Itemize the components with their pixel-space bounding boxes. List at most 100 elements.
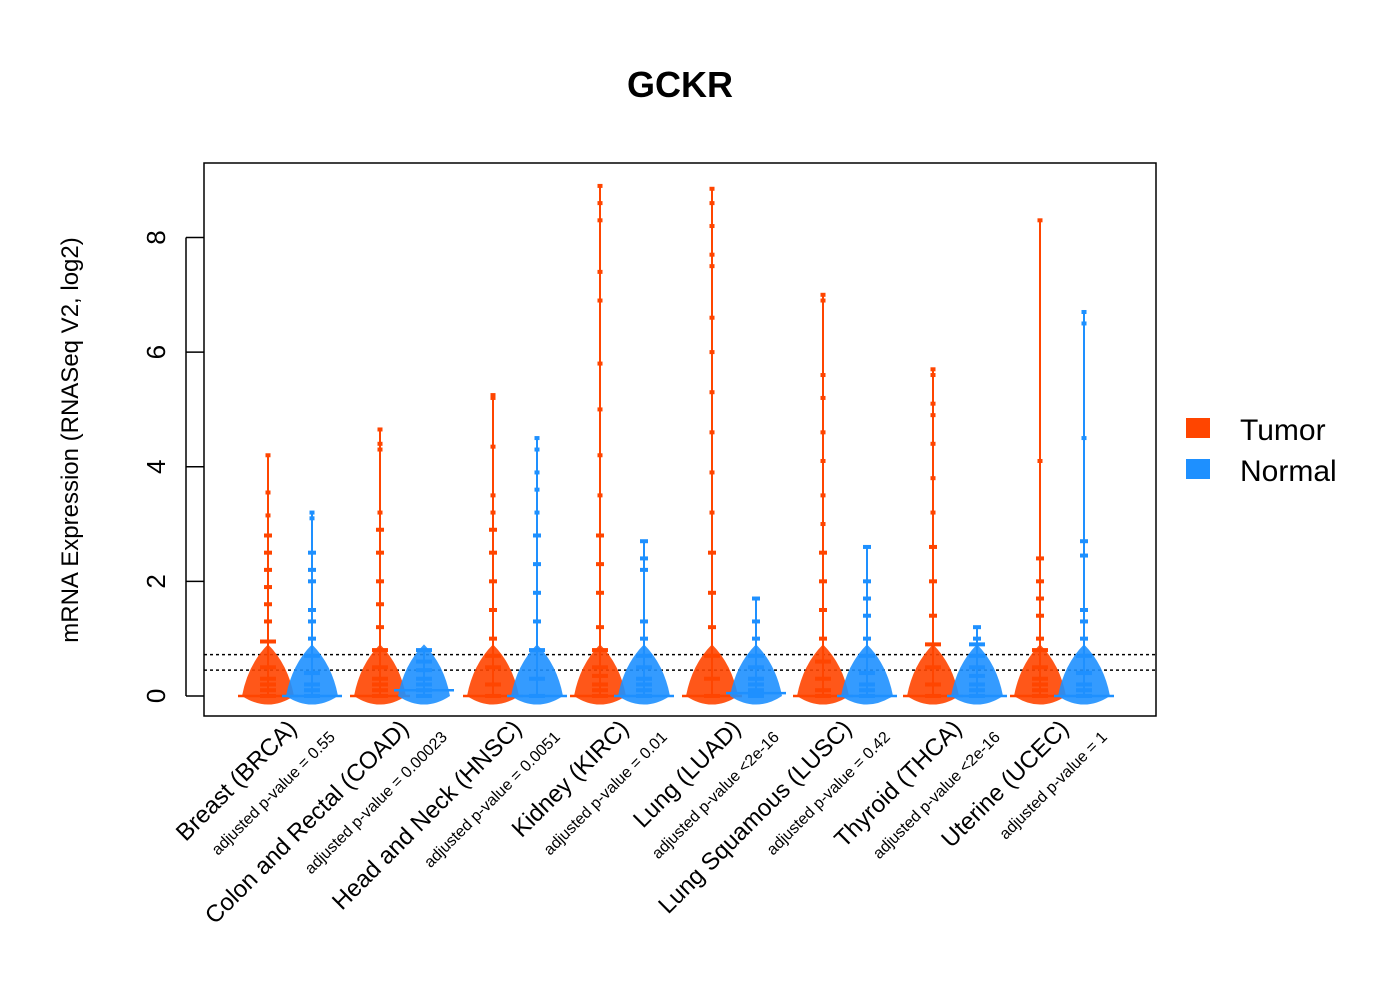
data-point (1080, 607, 1088, 612)
data-point (372, 682, 388, 687)
data-point (490, 444, 496, 449)
data-point (485, 682, 501, 687)
chart-title: GCKR (627, 64, 733, 105)
data-point (416, 676, 432, 681)
data-point (930, 413, 936, 418)
data-point (597, 407, 603, 412)
data-point (489, 607, 497, 612)
data-point (265, 490, 271, 495)
swarm (463, 393, 523, 705)
data-point (596, 562, 604, 567)
data-point (1036, 613, 1044, 618)
data-point (709, 224, 715, 229)
data-point (489, 527, 497, 532)
data-point (929, 613, 937, 618)
data-point (930, 510, 936, 515)
data-point (265, 453, 271, 458)
data-point (592, 688, 608, 693)
y-tick-label: 6 (141, 345, 171, 359)
data-point (376, 579, 384, 584)
data-point (592, 665, 608, 670)
data-point (748, 653, 764, 658)
data-point (489, 550, 497, 555)
data-point (709, 390, 715, 395)
data-point (308, 636, 316, 641)
data-point (260, 682, 276, 687)
swarm (1010, 218, 1070, 705)
data-point (1080, 553, 1088, 558)
data-point (636, 688, 652, 693)
data-point (863, 613, 871, 618)
data-point (704, 653, 720, 658)
data-point (534, 436, 540, 441)
data-point (377, 441, 383, 446)
data-point (709, 430, 715, 435)
data-point (640, 539, 648, 544)
data-point (1080, 539, 1088, 544)
data-point (264, 585, 272, 590)
data-point (709, 315, 715, 320)
data-point (708, 625, 716, 630)
data-point (1076, 653, 1092, 658)
data-point (597, 493, 603, 498)
data-point (819, 579, 827, 584)
data-point (859, 682, 875, 687)
data-point (308, 567, 316, 572)
data-point (1032, 665, 1048, 670)
data-point (308, 579, 316, 584)
data-point (1037, 218, 1043, 223)
data-point (490, 395, 496, 400)
data-point (416, 668, 432, 673)
legend-swatch-tumor (1186, 418, 1210, 438)
data-point (490, 510, 496, 515)
data-point (592, 648, 608, 653)
swarm (350, 427, 410, 705)
data-point (308, 550, 316, 555)
data-point (1037, 458, 1043, 463)
data-point (597, 218, 603, 223)
data-point (489, 579, 497, 584)
swarm (614, 539, 674, 705)
data-point (709, 470, 715, 475)
data-point (260, 688, 276, 693)
data-point (820, 522, 826, 527)
data-point (1036, 556, 1044, 561)
data-point (372, 676, 388, 681)
data-point (260, 665, 276, 670)
data-point (709, 186, 715, 191)
y-tick-label: 4 (141, 459, 171, 473)
data-point (376, 527, 384, 532)
data-point (1076, 688, 1092, 693)
swarm (837, 544, 897, 705)
data-point (930, 373, 936, 378)
data-point (1036, 596, 1044, 601)
data-point (748, 665, 764, 670)
data-point (260, 639, 276, 644)
data-point (372, 648, 388, 653)
data-point (859, 688, 875, 693)
data-point (929, 544, 937, 549)
data-point (376, 625, 384, 630)
data-point (709, 264, 715, 269)
data-point (485, 665, 501, 670)
data-point (820, 430, 826, 435)
data-point (1080, 636, 1088, 641)
data-point (819, 550, 827, 555)
data-point (929, 579, 937, 584)
data-point (264, 567, 272, 572)
legend-swatch-normal (1186, 459, 1210, 479)
data-point (748, 688, 764, 693)
data-point (708, 590, 716, 595)
data-point (640, 619, 648, 624)
data-point (969, 673, 985, 678)
data-point (820, 292, 826, 297)
data-point (534, 470, 540, 475)
data-point (819, 607, 827, 612)
data-point (636, 676, 652, 681)
data-point (372, 665, 388, 670)
plot-area (204, 183, 1156, 705)
data-point (820, 298, 826, 303)
data-point (597, 269, 603, 274)
data-point (376, 550, 384, 555)
swarm (726, 596, 786, 705)
